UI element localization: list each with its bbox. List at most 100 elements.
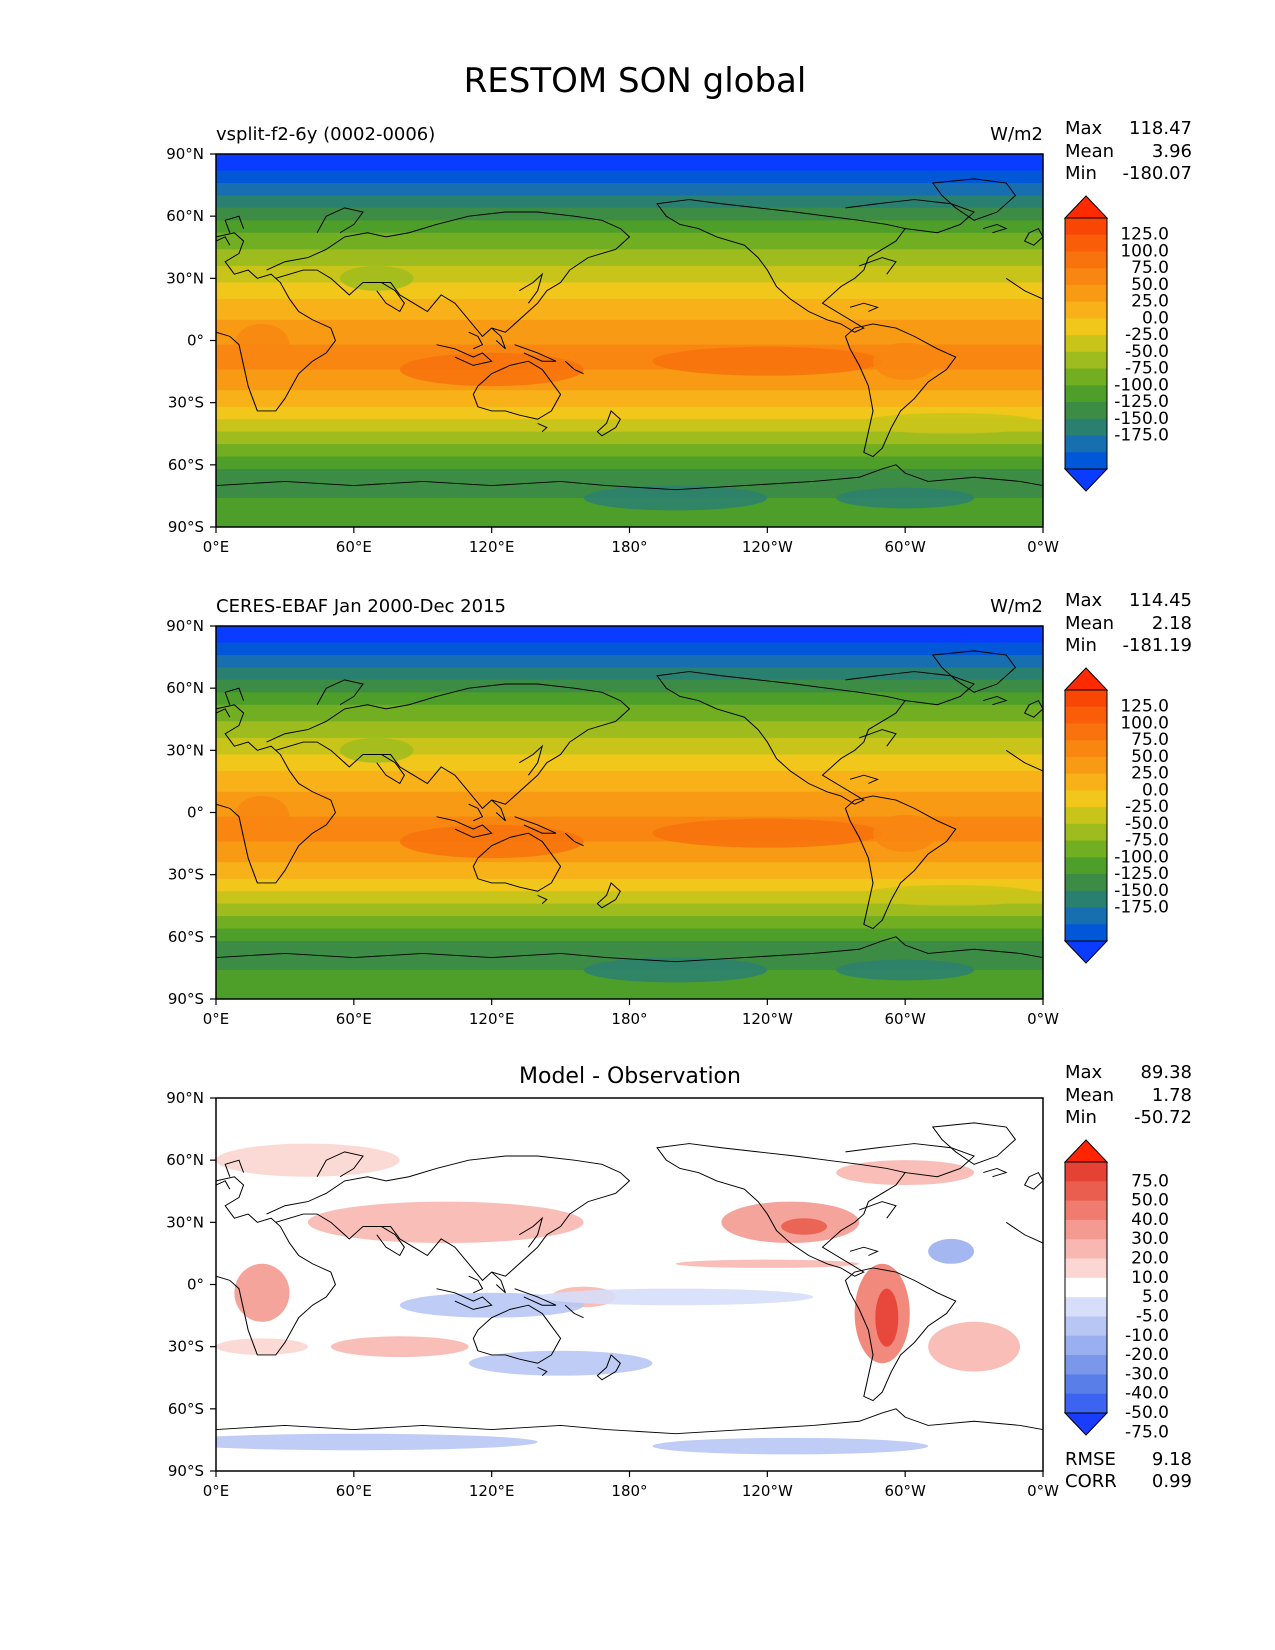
map-field — [216, 154, 1043, 527]
panel-test: vsplit-f2-6y (0002-0006) W/m2 90°N 60°N 30… — [166, 118, 1192, 556]
colorbar-tick-label: -100.0 — [1114, 375, 1169, 395]
contour-band — [216, 754, 1043, 772]
colorbar-segment — [1065, 790, 1107, 808]
contour-patch — [307, 1201, 584, 1244]
colorbar-tick-label: 100.0 — [1120, 241, 1169, 261]
contour-band — [216, 154, 1043, 172]
colorbar-segment — [1065, 840, 1107, 858]
colorbar-tick-label: 100.0 — [1120, 713, 1169, 733]
colorbar-segment — [1065, 1277, 1107, 1298]
colorbar-segment — [1065, 690, 1107, 708]
lon-tick-label: 0°W — [1027, 1010, 1059, 1028]
contour-band — [216, 903, 1043, 917]
panel-center-title: Model - Observation — [519, 1064, 741, 1089]
colorbar-max-extend — [1063, 195, 1109, 219]
contour-band — [216, 862, 1043, 880]
contour-patch — [330, 1336, 469, 1358]
lat-tick-label: 90°N — [166, 145, 204, 163]
contour-patch — [652, 818, 883, 848]
colorbar-segment — [1065, 924, 1107, 942]
contour-band — [216, 891, 1043, 905]
colorbar-frame — [1064, 1161, 1108, 1414]
contour-patch — [928, 1238, 975, 1264]
lon-tick-label: 120°W — [742, 538, 793, 556]
colorbar-min-extend — [1063, 1412, 1109, 1436]
contour-band — [216, 878, 1043, 892]
lat-tick-label: 30°N — [166, 1213, 204, 1231]
contour-band — [216, 704, 1043, 722]
contour-patch — [216, 1338, 308, 1355]
colorbar-tick-label: -175.0 — [1114, 426, 1169, 446]
colorbar-segment — [1065, 1374, 1107, 1395]
lon-tick-label: 0°E — [203, 538, 230, 556]
lon-tick-label: 0°E — [203, 1482, 230, 1500]
contour-band — [216, 791, 1043, 818]
stats-block: Max 89.38 Mean 1.78 Min -50.72 — [1065, 1062, 1192, 1128]
contour-patch — [234, 323, 290, 366]
contour-band — [216, 170, 1043, 184]
stat-mean-label: Mean — [1065, 1085, 1114, 1106]
contour-band — [216, 406, 1043, 420]
colorbar: 75.050.040.030.020.010.05.0-5.0-10.0-20.… — [1063, 1139, 1169, 1442]
lat-tick-label: 60°N — [166, 207, 204, 225]
colorbar-segment — [1065, 284, 1107, 303]
colorbar-segment — [1065, 723, 1107, 741]
contour-patch — [875, 1288, 899, 1347]
contour-patch — [873, 814, 938, 852]
colorbar-segment — [1065, 1181, 1107, 1202]
contour-patch — [340, 265, 414, 291]
colorbar-segment — [1065, 1200, 1107, 1221]
lat-tick-label: 60°S — [168, 456, 204, 474]
contour-patch — [399, 352, 584, 387]
lat-tick-label: 60°S — [168, 928, 204, 946]
lon-tick-label: 60°E — [336, 1482, 372, 1500]
contour-band — [216, 249, 1043, 267]
lat-tick-label: 90°S — [168, 990, 204, 1008]
contour-band — [216, 390, 1043, 408]
colorbar-segment — [1065, 318, 1107, 336]
contour-band — [216, 928, 1043, 942]
lon-tick-label: 180° — [611, 538, 647, 556]
colorbar-tick-label: -150.0 — [1114, 881, 1169, 901]
colorbar-tick-label: 10.0 — [1131, 1268, 1169, 1288]
colorbar-segment — [1065, 1355, 1107, 1375]
colorbar-tick-label: -75.0 — [1125, 831, 1169, 851]
colorbar-segment — [1065, 907, 1107, 925]
contour-band — [216, 456, 1043, 470]
stat-min-value: -50.72 — [1134, 1107, 1192, 1128]
lon-tick-label: 60°W — [884, 538, 926, 556]
colorbar-tick-label: -75.0 — [1125, 1422, 1169, 1442]
panel-left-title: CERES-EBAF Jan 2000-Dec 2015 — [216, 596, 506, 617]
colorbar-segment — [1065, 335, 1107, 353]
colorbar-tick-label: -5.0 — [1136, 1306, 1169, 1326]
colorbar-tick-label: 0.0 — [1142, 780, 1169, 800]
contour-band — [216, 771, 1043, 793]
colorbar-tick-label: -40.0 — [1125, 1384, 1169, 1404]
lon-tick-label: 0°W — [1027, 538, 1059, 556]
colorbar-tick-label: -75.0 — [1125, 359, 1169, 379]
contour-patch — [583, 957, 768, 983]
lon-tick-label: 120°E — [469, 1482, 515, 1500]
contour-patch — [583, 485, 768, 511]
stat-min-label: Min — [1065, 1107, 1097, 1128]
colorbar-tick-label: -125.0 — [1114, 392, 1169, 412]
lat-tick-label: 60°N — [166, 679, 204, 697]
colorbar-frame — [1064, 217, 1108, 470]
colorbar-tick-label: -150.0 — [1114, 409, 1169, 429]
colorbar-tick-label: -100.0 — [1114, 847, 1169, 867]
stat-mean-value: 1.78 — [1152, 1085, 1192, 1106]
colorbar-frame — [1064, 689, 1108, 942]
contour-patch — [859, 885, 1043, 906]
lat-tick-label: 90°N — [166, 1089, 204, 1107]
colorbar-tick-label: 30.0 — [1131, 1229, 1169, 1249]
colorbar-tick-label: 5.0 — [1142, 1287, 1169, 1307]
panel-left-title: vsplit-f2-6y (0002-0006) — [216, 124, 435, 145]
panel-reference: CERES-EBAF Jan 2000-Dec 2015 W/m2 90°N 60… — [166, 590, 1192, 1028]
map-axis-ticks: 90°N 60°N 30°N 0° 30°S 60°S 90°S 0°E 60°E 120°E 18… — [166, 617, 1059, 1028]
colorbar-tick-label: -25.0 — [1125, 797, 1169, 817]
colorbar-tick-label: -50.0 — [1125, 342, 1169, 362]
contour-patch — [652, 1437, 929, 1455]
contour-band — [216, 419, 1043, 433]
colorbar-tick-label: 40.0 — [1131, 1210, 1169, 1230]
colorbar-tick-label: -25.0 — [1125, 325, 1169, 345]
